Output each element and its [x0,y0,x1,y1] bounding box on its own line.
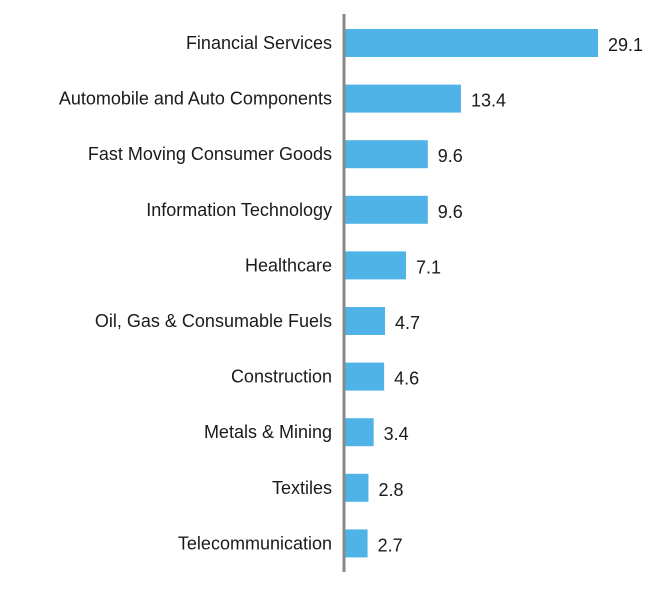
category-label-3: Information Technology [146,200,332,220]
value-label-1: 13.4 [471,91,506,111]
bar-2 [344,140,428,169]
category-label-1: Automobile and Auto Components [59,89,332,109]
bars-layer [344,29,598,558]
value-label-6: 4.6 [394,369,419,389]
value-label-2: 9.6 [438,146,463,166]
category-label-4: Healthcare [245,255,332,275]
value-label-7: 3.4 [384,424,409,444]
value-label-0: 29.1 [608,35,643,55]
bar-7 [344,418,374,447]
value-label-4: 7.1 [416,257,441,277]
category-label-0: Financial Services [186,33,332,53]
bar-6 [344,362,385,391]
bar-0 [344,29,598,57]
value-label-3: 9.6 [438,202,463,222]
bar-4 [344,251,406,280]
labels-layer: Financial Services 29.1 Automobile and Aut… [59,33,643,555]
category-label-8: Textiles [272,478,332,498]
category-label-5: Oil, Gas & Consumable Fuels [95,311,332,331]
category-label-9: Telecommunication [178,533,332,553]
bar-9 [344,529,368,558]
value-label-8: 2.8 [378,480,403,500]
category-label-2: Fast Moving Consumer Goods [88,144,332,164]
bar-1 [344,84,461,113]
bar-3 [344,195,428,224]
value-label-5: 4.7 [395,313,420,333]
value-label-9: 2.7 [378,535,403,555]
category-label-6: Construction [231,367,332,387]
bar-8 [344,473,369,502]
category-label-7: Metals & Mining [204,422,332,442]
bar-5 [344,307,386,335]
